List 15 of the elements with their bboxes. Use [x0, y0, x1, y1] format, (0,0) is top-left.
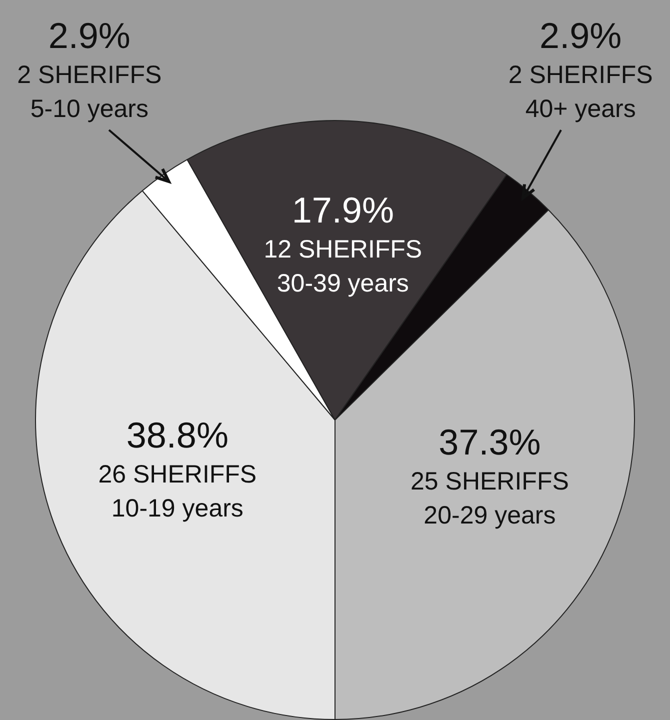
data-label: 17.9%: [292, 189, 394, 230]
slice-label: 20-29 years: [424, 502, 556, 530]
slice-label: 30-39 years: [276, 269, 409, 298]
text: 25 SHERIFFS: [410, 468, 569, 496]
text: 2 SHERIFFS: [17, 60, 162, 89]
data-label: 37.3%: [438, 422, 541, 463]
text: 26 SHERIFFS: [98, 460, 257, 488]
slice-label: 10-19 years: [111, 494, 244, 522]
data-label: 38.8%: [126, 414, 228, 456]
data-label: 2.9%: [48, 14, 130, 56]
data-label: 2.9%: [540, 14, 622, 56]
text: 12 SHERIFFS: [264, 235, 422, 264]
slice-label: 40+ years: [525, 94, 636, 123]
slice-label: 5-10 years: [30, 94, 148, 123]
text: 2 SHERIFFS: [508, 60, 653, 89]
